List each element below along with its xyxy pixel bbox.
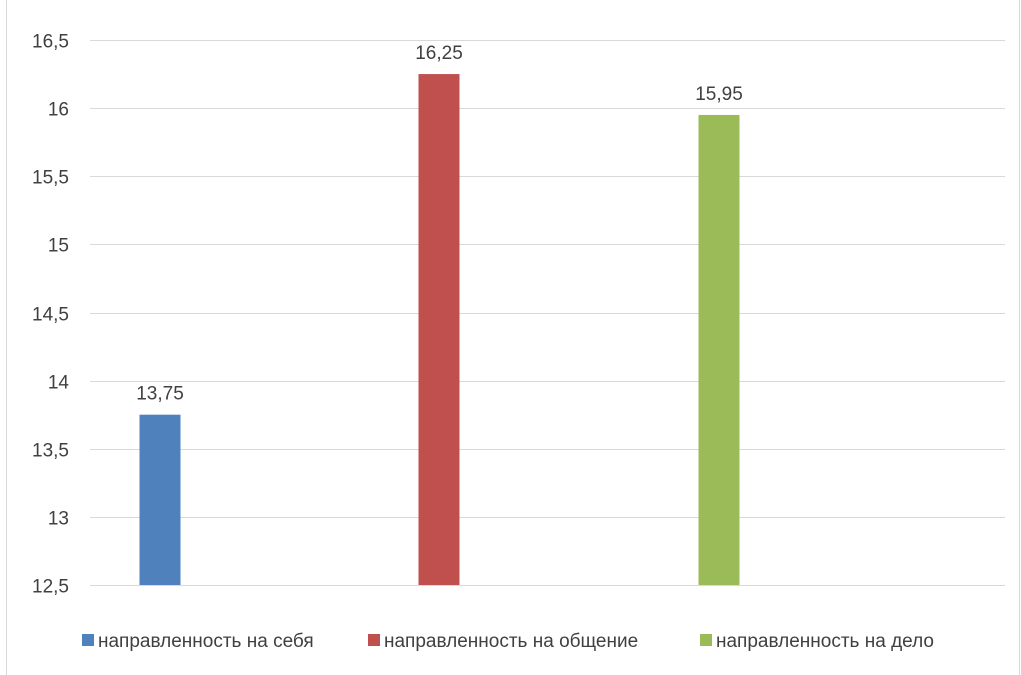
gridlines: [90, 40, 1005, 586]
y-tick-label: 13,5: [32, 441, 69, 462]
legend-swatch-1: [82, 634, 94, 646]
legend-swatch-3: [700, 634, 712, 646]
data-label-2: 16,25: [415, 43, 463, 64]
y-tick-label: 14: [48, 373, 70, 394]
legend-label-1: направленность на себя: [98, 631, 314, 652]
bars: [139, 74, 740, 585]
data-label-3: 15,95: [695, 84, 743, 105]
legend-label-2: направленность на общение: [384, 631, 638, 652]
y-tick-label: 13: [48, 509, 69, 530]
legend-swatch-2: [368, 634, 380, 646]
y-tick-label: 14,5: [32, 305, 69, 326]
y-tick-label: 12,5: [32, 577, 69, 598]
y-tick-label: 15: [48, 236, 69, 257]
chart-area: 12,5 13 13,5 14 14,5 15 15,5 16 16,5 13,75 16,25 1…: [6, 0, 1020, 675]
bar-2: [418, 74, 460, 585]
data-label-1: 13,75: [136, 384, 184, 405]
bar-1: [139, 414, 181, 585]
y-axis-tick-labels: 12,5 13 13,5 14 14,5 15 15,5 16 16,5: [32, 32, 69, 598]
y-tick-label: 16,5: [32, 32, 69, 53]
bar-3: [698, 114, 740, 585]
y-tick-label: 16: [48, 100, 69, 121]
y-tick-label: 15,5: [32, 168, 69, 189]
data-labels: 13,75 16,25 15,95: [136, 43, 743, 405]
legend-label-3: направленность на дело: [716, 631, 934, 652]
legend: направленность на себя направленность на …: [82, 631, 934, 652]
